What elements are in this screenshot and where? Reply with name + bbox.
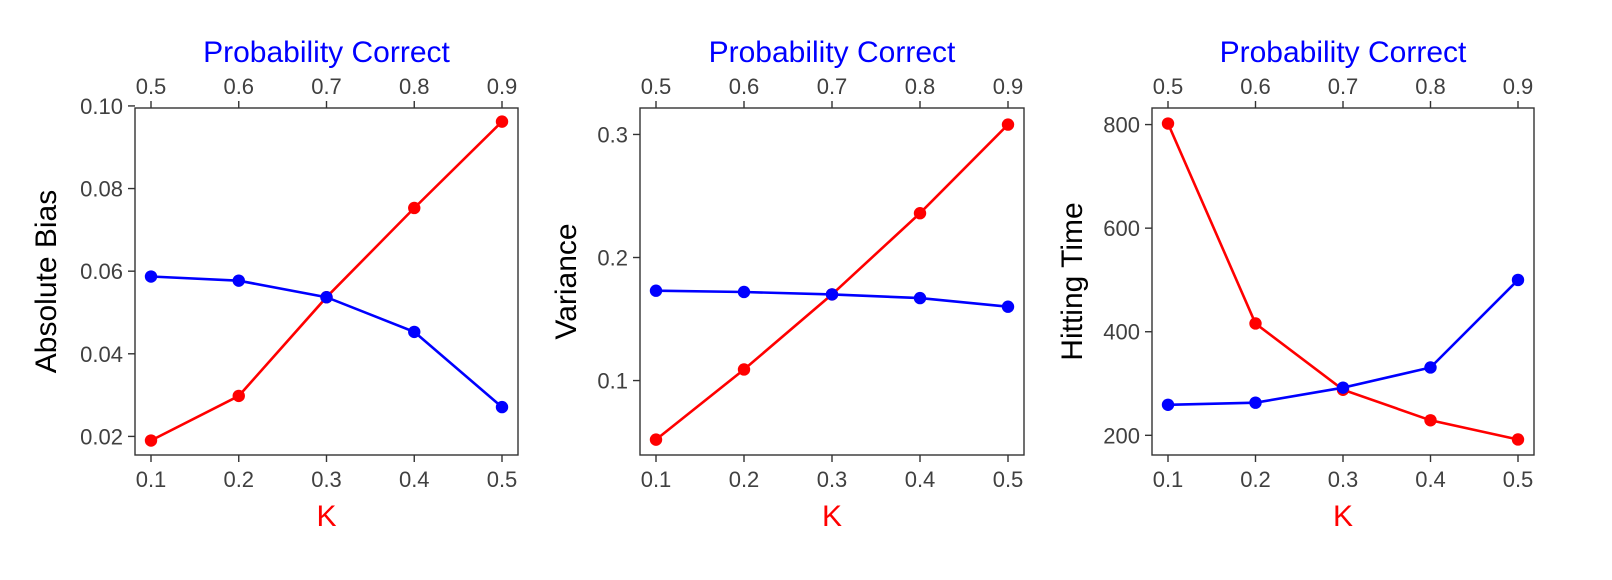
bottom-tick-label: 0.5 [1503,467,1534,492]
top-tick-label: 0.8 [1415,74,1446,99]
y-axis-title: Absolute Bias [30,190,63,373]
panel-1: 0.1 0.2 0.3 0.4 0.5 0.5 0.6 0.7 0.8 0.9 0.02 0.04 0.… [30,36,519,533]
data-point-blue [495,400,509,414]
data-point-blue [1511,273,1525,287]
plot-frame [134,107,519,456]
y-tick-label: 0.06 [80,259,123,284]
y-tick-label: 0.3 [597,122,628,147]
y-tick-label: 200 [1103,423,1140,448]
plot-frame [639,107,1025,456]
bottom-tick-label: 0.4 [905,467,936,492]
data-point-blue [1249,396,1262,409]
bottom-tick-label: 0.3 [311,467,342,492]
data-point-blue [144,270,158,283]
data-point-red [408,201,421,215]
data-point-red [1249,317,1262,330]
bottom-tick-label: 0.5 [487,467,518,492]
top-axis-title: Probability Correct [203,36,450,69]
top-tick-label: 0.9 [993,74,1024,99]
top-tick-label: 0.8 [399,74,430,99]
y-tick-label: 600 [1103,216,1140,241]
y-tick-label: 0.08 [80,177,123,202]
bottom-tick-label: 0.2 [1240,467,1271,492]
y-tick-label: 0.2 [597,246,628,271]
data-point-red [232,389,245,403]
y-tick-label: 0.1 [597,369,628,394]
bottom-tick-label: 0.2 [729,467,760,492]
top-tick-label: 0.5 [136,74,167,99]
data-point-red [913,207,927,220]
top-tick-label: 0.5 [1153,74,1184,99]
series-line-red [655,123,1009,441]
data-point-blue [1001,300,1015,313]
bottom-tick-label: 0.1 [641,467,672,492]
bottom-axis-title: K [316,500,336,533]
bottom-axis-title: K [822,500,842,533]
y-tick-label: 800 [1103,113,1140,138]
top-tick-label: 0.7 [311,74,342,99]
y-tick-label: 0.04 [80,342,123,367]
data-point-blue [825,288,839,301]
y-axis-title: Variance [550,223,583,339]
panel-3: 0.1 0.2 0.3 0.4 0.5 0.5 0.6 0.7 0.8 0.9 200 400 600 8… [1056,36,1535,533]
top-tick-label: 0.5 [641,74,672,99]
bottom-tick-label: 0.1 [1153,467,1184,492]
data-point-red [1001,118,1015,131]
data-point-red [649,433,663,446]
top-tick-label: 0.6 [729,74,760,99]
bottom-tick-label: 0.1 [136,467,167,492]
data-point-red [1511,433,1525,446]
data-point-red [1424,414,1437,427]
panel-2: 0.1 0.2 0.3 0.4 0.5 0.5 0.6 0.7 0.8 0.9 0.1 0.2 0.3 P… [550,36,1025,533]
data-point-blue [320,290,333,304]
bottom-tick-label: 0.3 [817,467,848,492]
bottom-tick-label: 0.5 [993,467,1024,492]
data-point-blue [737,285,751,299]
data-point-blue [649,284,663,297]
top-axis-title: Probability Correct [709,36,956,69]
data-point-blue [1424,361,1437,374]
bottom-tick-label: 0.4 [399,467,430,492]
y-tick-label: 0.10 [80,94,123,119]
top-tick-label: 0.6 [223,74,254,99]
series-line-red [150,120,503,442]
top-tick-label: 0.8 [905,74,936,99]
data-point-blue [1161,398,1175,411]
top-tick-label: 0.7 [817,74,848,99]
data-point-blue [913,291,927,305]
bottom-tick-label: 0.4 [1415,467,1446,492]
top-tick-label: 0.9 [487,74,518,99]
top-tick-label: 0.9 [1503,74,1534,99]
top-axis-title: Probability Correct [1220,36,1467,69]
y-tick-label: 0.02 [80,424,123,449]
bottom-axis-title: K [1333,500,1353,533]
data-point-blue [1336,381,1350,394]
data-point-blue [408,325,421,339]
top-tick-label: 0.6 [1240,74,1271,99]
y-axis-title: Hitting Time [1056,202,1089,360]
y-tick-label: 400 [1103,320,1140,345]
data-point-red [144,434,158,447]
top-tick-label: 0.7 [1328,74,1359,99]
data-point-red [737,363,751,376]
bottom-tick-label: 0.2 [223,467,254,492]
data-point-red [495,115,509,128]
bottom-tick-label: 0.3 [1328,467,1359,492]
data-point-red [1161,117,1175,130]
data-point-blue [232,274,245,287]
